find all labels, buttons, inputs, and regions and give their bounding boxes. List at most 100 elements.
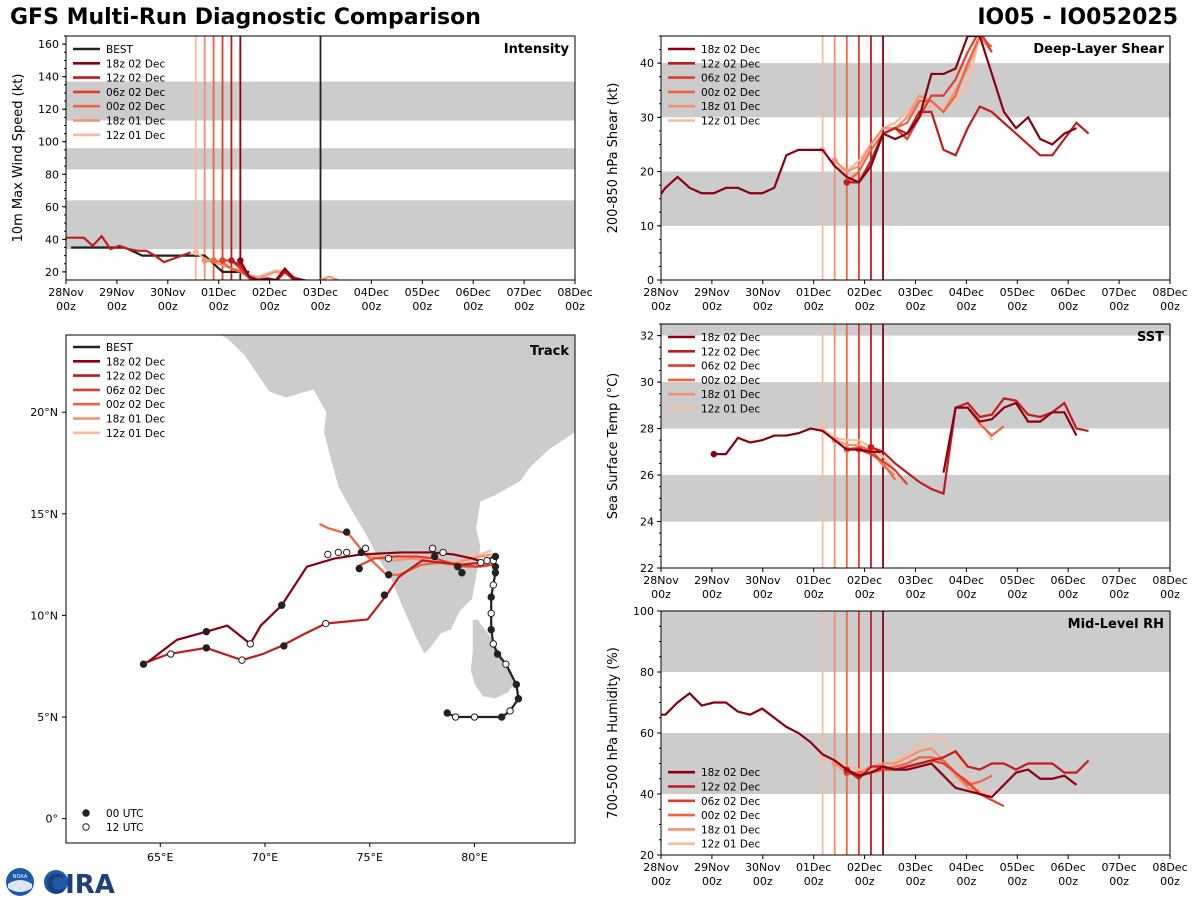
track-marker-legend-label: 12 UTC [106,822,144,834]
rh-band-1 [661,611,1170,672]
sst-xtick-label: 07Dec [1101,574,1136,587]
shear-xtick-label: 07Dec [1101,286,1136,299]
track-marker-legend-symbol [82,823,90,831]
track-best-marker [489,640,498,648]
sst-ytick-label: 22 [640,562,654,575]
rh-ylabel: 700-500 hPa Humidity (%) [606,647,621,819]
shear-ylabel: 200-850 hPa Shear (kt) [606,83,621,234]
intensity-legend-label: 18z 02 Dec [106,58,165,70]
sst-xtick-label: 03Dec [898,574,933,587]
rh-xtick-label: 00z [906,875,926,888]
sst-ytick-label: 32 [640,330,654,343]
shear-xtick-label: 03Dec [898,286,933,299]
rh-legend: 18z 02 Dec 12z 02 Dec 06z 02 Dec 00z 02 Dec… [668,767,760,851]
intensity-series-18z-02-dec [239,259,309,280]
intensity-xtick-label: 03Dec [303,286,338,299]
intensity-xtick-label: 00z [260,300,280,313]
sst-xtick-label: 00z [1058,588,1078,601]
land-sri-lanka [469,619,515,700]
shear-legend: 18z 02 Dec 12z 02 Dec 06z 02 Dec 00z 02 Dec… [668,44,760,128]
intensity-xtick-label: 00z [56,300,76,313]
shear-legend-label: 00z 02 Dec [701,87,760,99]
rh-panel: 2040608010028Nov00z29Nov00z30Nov00z01Dec… [606,605,1188,888]
sst-plot-area [661,324,1170,568]
track-ytick-label: 0° [46,813,59,826]
intensity-xtick-label: 00z [311,300,331,313]
rh-legend-label: 18z 01 Dec [701,824,760,836]
sst-xtick-label: 08Dec [1152,574,1187,587]
shear-xtick-label: 00z [1109,300,1129,313]
shear-legend-label: 06z 02 Dec [701,73,760,85]
track-best-marker [487,593,495,601]
sst-xtick-label: 00z [804,588,824,601]
intensity-xtick-label: 00z [107,300,127,313]
rh-xtick-label: 00z [1007,875,1027,888]
intensity-xtick-label: 00z [514,300,534,313]
track-best-marker [502,660,510,668]
intensity-panel: 2040608010012014016028Nov00z29Nov00z30No… [11,35,593,313]
sst-xtick-label: 04Dec [949,574,984,587]
track-legend-label: 18z 01 Dec [106,414,165,426]
intensity-ytick-label: 80 [45,168,59,181]
rh-start-point-18z-02-dec [650,712,656,718]
intensity-legend-label: 12z 01 Dec [106,130,165,142]
intensity-xtick-label: 07Dec [506,286,541,299]
figure-title: GFS Multi-Run Diagnostic Comparison [10,5,481,30]
rh-legend-label: 00z 02 Dec [701,810,760,822]
track-forecast-marker [342,528,351,536]
rh-plot-area [650,611,1170,855]
intensity-legend-label: 18z 01 Dec [106,116,165,128]
sst-series-18z-02-dec [713,427,884,456]
track-forecast-marker [324,550,332,559]
intensity-ytick-label: 140 [38,71,59,84]
track-forecast-marker [334,548,343,557]
rh-ytick-label: 40 [640,788,654,801]
track-panel: 65°E 70°E 75°E 80°E 0° 5°N 10°N 15°N 20°N Track BE… [30,334,576,864]
shear-xtick-label: 02Dec [847,286,882,299]
sst-legend-label: 18z 02 Dec [701,332,760,344]
rh-legend-label: 18z 02 Dec [701,767,760,779]
rh-ytick-label: 100 [633,605,654,618]
track-ytick-label: 10°N [30,609,58,622]
track-forecast-marker [238,656,246,664]
logo-text: CIRA [46,870,115,900]
track-best-marker [491,569,500,577]
shear-xtick-label: 04Dec [949,286,984,299]
track-best-marker [491,552,500,561]
intensity-start-point-18z-02-dec [237,257,244,264]
shear-legend-label: 18z 01 Dec [701,101,760,113]
sst-xtick-label: 00z [651,588,671,601]
track-best-marker [514,695,523,703]
track-best-marker [497,713,506,721]
track-legend-label: 06z 02 Dec [106,385,165,397]
sst-ylabel: Sea Surface Temp (°C) [606,373,621,520]
shear-series-00z-02-dec [846,36,993,184]
track-xtick-label: 70°E [252,851,278,864]
shear-xtick-label: 00z [1007,300,1027,313]
intensity-series-12z-02-dec-long [66,234,192,264]
intensity-xtick-label: 00z [565,300,585,313]
sst-xtick-label: 00z [1109,588,1129,601]
intensity-start-point-12z-02-dec [228,257,235,264]
track-forecast-marker [428,544,437,553]
track-forecast-marker [278,601,286,609]
rh-xtick-label: 00z [1058,875,1078,888]
track-legend-label: BEST [106,342,134,354]
shear-band-0 [661,171,1170,226]
sst-legend: 18z 02 Dec 12z 02 Dec 06z 02 Dec 00z 02 Dec… [668,332,760,416]
intensity-ytick-label: 100 [38,136,59,149]
shear-title: Deep-Layer Shear [1033,42,1164,57]
track-marker-legend-label: 00 UTC [106,808,144,820]
track-forecast-marker [477,558,485,567]
track-forecast-marker [246,640,255,648]
rh-xtick-label: 05Dec [1000,861,1035,874]
sst-xtick-label: 02Dec [847,574,882,587]
track-forecast-marker [361,544,370,553]
sst-xtick-label: 01Dec [796,574,831,587]
track-forecast-marker [483,556,491,565]
rh-xtick-label: 00z [804,875,824,888]
intensity-ytick-label: 40 [45,233,59,246]
track-ytick-label: 5°N [37,711,58,724]
sst-ytick-label: 30 [640,376,654,389]
sst-xtick-label: 00z [855,588,875,601]
